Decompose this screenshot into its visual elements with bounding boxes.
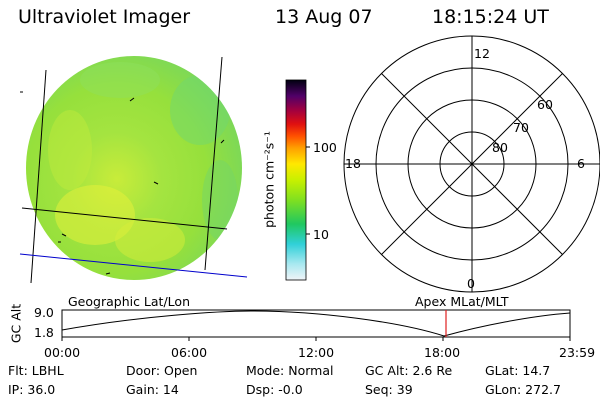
parallel-line bbox=[21, 207, 228, 230]
timeline-right-label: Apex MLat/MLT bbox=[415, 294, 509, 309]
altitude-curve bbox=[61, 310, 571, 337]
timeline-x-tick: 06:00 bbox=[171, 345, 208, 360]
polar-plot bbox=[343, 35, 600, 293]
info-door: Door: Open bbox=[126, 363, 198, 378]
instrument-title: Ultraviolet Imager bbox=[18, 6, 191, 28]
colorbar-scale bbox=[285, 79, 307, 281]
lat-label-70: 70 bbox=[513, 120, 529, 135]
info-ip: IP: 36.0 bbox=[8, 382, 56, 397]
meridian-line bbox=[204, 56, 223, 271]
timeline-plot bbox=[61, 309, 571, 341]
timeline-left-label: Geographic Lat/Lon bbox=[68, 294, 190, 309]
date-label: 13 Aug 07 bbox=[275, 6, 373, 28]
terminator-line bbox=[19, 253, 248, 278]
meridian-line bbox=[30, 69, 47, 284]
mlt-label-18: 18 bbox=[345, 156, 361, 171]
timeline-y-tick-low: 1.8 bbox=[34, 325, 54, 340]
info-glat: GLat: 14.7 bbox=[485, 363, 551, 378]
info-gain: Gain: 14 bbox=[126, 382, 179, 397]
timeline-x-tick: 12:00 bbox=[298, 345, 335, 360]
mlt-label-12: 12 bbox=[474, 46, 490, 61]
colorbar-unit-label: photon cm⁻²s⁻¹ bbox=[261, 131, 277, 228]
colorbar-tick-10: 10 bbox=[313, 227, 329, 242]
polar-diagonal bbox=[381, 73, 563, 255]
uv-image bbox=[19, 56, 248, 284]
info-gc-alt: GC Alt: 2.6 Re bbox=[365, 363, 453, 378]
info-dsp: Dsp: -0.0 bbox=[246, 382, 303, 397]
lat-label-80: 80 bbox=[492, 140, 508, 155]
timeline-y-label: GC Alt bbox=[8, 303, 24, 344]
info-mode: Mode: Normal bbox=[246, 363, 334, 378]
timeline-x-tick: 18:00 bbox=[424, 345, 461, 360]
colorbar-tick-100: 100 bbox=[313, 140, 337, 155]
time-label: 18:15:24 UT bbox=[432, 6, 549, 28]
info-seq: Seq: 39 bbox=[365, 382, 413, 397]
timeline-y-tick-high: 9.0 bbox=[34, 305, 54, 320]
mlt-label-6: 6 bbox=[577, 156, 585, 171]
info-flt: Flt: LBHL bbox=[8, 363, 64, 378]
timeline-x-tick: 23:59 bbox=[559, 345, 596, 360]
info-glon: GLon: 272.7 bbox=[485, 382, 561, 397]
colorbar bbox=[285, 79, 310, 281]
lat-label-60: 60 bbox=[537, 97, 553, 112]
timeline-x-tick: 00:00 bbox=[44, 345, 81, 360]
mlt-label-0: 0 bbox=[467, 276, 475, 291]
